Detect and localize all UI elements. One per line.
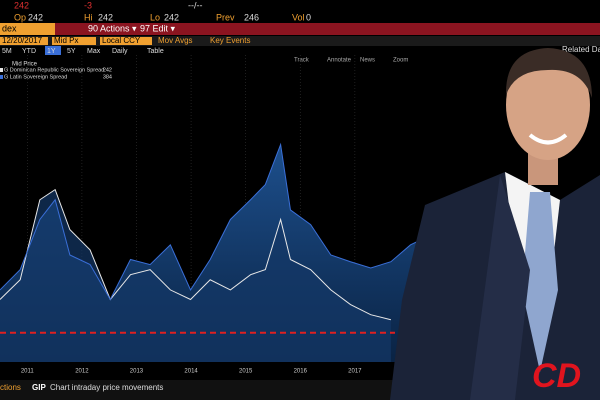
chart-tool[interactable]: Annotate — [327, 58, 352, 64]
menu-bar — [0, 23, 600, 35]
chart-tool[interactable]: Track — [294, 58, 310, 64]
range-button[interactable]: 5Y — [67, 48, 76, 55]
field-value: 242 — [98, 12, 113, 22]
date[interactable]: 12/20/2017 — [2, 36, 43, 45]
price-box[interactable] — [52, 37, 96, 45]
last-price: 242 — [14, 0, 29, 10]
legend-value: 242 — [103, 67, 112, 73]
range-button[interactable]: 5M — [2, 48, 12, 55]
field-label: Vol — [292, 12, 305, 22]
footer-code[interactable]: GIP — [32, 383, 46, 392]
x-tick-label: 2012 — [75, 369, 89, 375]
legend-entry: G Dominican Republic Sovereign Spread — [4, 67, 104, 73]
field-value: 242 — [28, 12, 43, 22]
date-box[interactable] — [0, 37, 48, 45]
mov-avgs[interactable]: Mov Avgs — [158, 36, 193, 45]
series-line — [0, 142, 422, 301]
legend-entry: G Latin Sovereign Spread — [4, 74, 67, 80]
field-value: 0 — [306, 12, 311, 22]
field-label: Op — [14, 12, 26, 22]
field-label: Prev — [216, 12, 235, 22]
field-label: Hi — [84, 12, 93, 22]
x-tick-label: 2013 — [130, 369, 144, 375]
chart-tool[interactable]: News — [360, 58, 375, 64]
series-line — [0, 188, 392, 321]
chart-tool[interactable]: Zoom — [393, 58, 408, 64]
field-value: 246 — [244, 12, 259, 22]
legend-title: Mid Price — [12, 62, 38, 68]
price-select[interactable]: Mid Px — [54, 36, 78, 45]
x-tick-label: 2016 — [294, 369, 308, 375]
tab-label[interactable]: dex — [2, 23, 17, 33]
footer-menu[interactable]: ctions — [0, 383, 21, 392]
x-tick-label: 2017 — [348, 369, 362, 375]
x-tick-label: 2014 — [184, 369, 198, 375]
controls-bar — [0, 36, 600, 46]
legend-value: 384 — [103, 74, 112, 80]
change: -3 — [84, 0, 92, 10]
field-value: 242 — [164, 12, 179, 22]
edit-menu[interactable]: 97 Edit ▾ — [140, 23, 176, 33]
range-button[interactable]: YTD — [22, 48, 36, 55]
range-button[interactable]: Daily — [112, 48, 128, 55]
logo: CD — [532, 357, 581, 395]
currency-select[interactable]: Local CCY — [102, 36, 141, 45]
ccy-box[interactable] — [100, 37, 152, 45]
footer-description: Chart intraday price movements — [50, 383, 163, 392]
person — [390, 48, 600, 400]
key-events[interactable]: Key Events — [210, 36, 250, 45]
time: --/-- — [188, 0, 203, 10]
x-tick-label: 2015 — [239, 369, 253, 375]
tab[interactable] — [0, 23, 55, 35]
legend-swatch — [0, 75, 3, 79]
range-button[interactable]: 1Y — [47, 48, 56, 55]
area — [0, 189, 391, 362]
legend-swatch — [0, 68, 3, 72]
actions-menu[interactable]: 90 Actions ▾ — [88, 23, 137, 33]
range-button[interactable]: Max — [87, 48, 101, 55]
range-button[interactable]: Table — [147, 48, 164, 55]
x-tick-label: 2011 — [21, 369, 35, 375]
field-label: Lo — [150, 12, 160, 22]
related-data[interactable]: Related Dat — [562, 45, 600, 54]
range-selected — [45, 46, 61, 55]
